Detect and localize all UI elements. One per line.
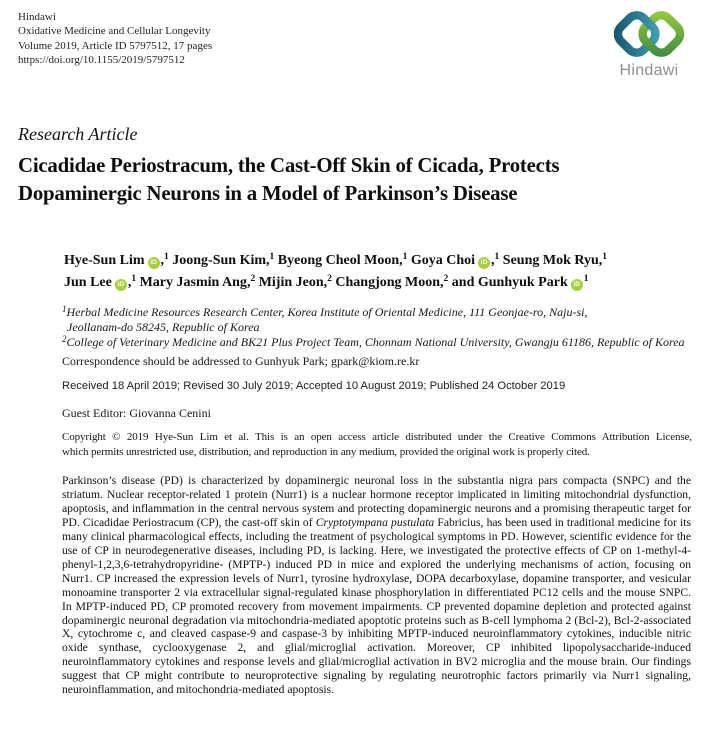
- author-name: Seung Mok Ryu: [502, 253, 599, 268]
- author: Byeong Cheol Moon,1: [277, 252, 408, 268]
- author: Goya Choi iD ,1: [410, 252, 500, 269]
- copyright-notice: Copyright © 2019 Hye-Sun Lim et al. This…: [62, 430, 692, 459]
- author-name: Changjong Moon: [335, 274, 441, 290]
- author-sep: ,: [266, 253, 270, 268]
- author-affil-sup: 2: [443, 273, 449, 284]
- author-name: Jun Lee: [64, 274, 112, 290]
- copyright-line: which permits unrestricted use, distribu…: [62, 445, 590, 458]
- affiliation-continued: Jeollanam-do 58245, Republic of Korea: [62, 320, 685, 335]
- author-sep: ,: [127, 274, 132, 290]
- affiliation-sup: 1: [62, 304, 67, 314]
- author-affil-sup: 2: [250, 273, 256, 284]
- author-sep: ,: [246, 274, 251, 290]
- orcid-icon[interactable]: iD: [478, 257, 491, 269]
- author-name: Hye-Sun Lim: [64, 253, 145, 268]
- author: Hye-Sun Lim iD ,1: [64, 252, 169, 269]
- author: Changjong Moon,2: [335, 273, 449, 290]
- correspondence-line: Correspondence should be addressed to Gu…: [62, 354, 419, 369]
- author-sep: ,: [598, 253, 603, 268]
- author-name: Byeong Cheol Moon: [277, 253, 400, 268]
- author-sep: ,: [323, 274, 328, 290]
- affiliation-text: Jeollanam-do 58245, Republic of Korea: [67, 319, 260, 334]
- orcid-icon[interactable]: iD: [570, 278, 583, 291]
- abstract-text: Parkinson’s disease (PD) is characterize…: [62, 474, 691, 697]
- volume-article-info: Volume 2019, Article ID 5797512, 17 page…: [18, 39, 213, 52]
- author-affil-sup: 1: [131, 273, 137, 284]
- author-sep: ,: [491, 253, 495, 268]
- author-line: Hye-Sun Lim iD ,1 Joong-Sun Kim,1 Byeong C…: [64, 250, 607, 272]
- author: Jun Lee iD ,1: [64, 273, 137, 291]
- author: Joong-Sun Kim,1: [172, 252, 275, 268]
- masthead: Hindawi Oxidative Medicine and Cellular …: [18, 10, 212, 68]
- author: and Gunhyuk Park iD1: [451, 273, 589, 291]
- affiliations: 1Herbal Medicine Resources Research Cent…: [62, 305, 685, 349]
- author-affil-sup: 2: [327, 273, 332, 284]
- author-name: Goya Choi: [410, 253, 476, 268]
- author-name: Mary Jasmin Ang: [139, 274, 247, 290]
- title-line: Cicadidae Periostracum, the Cast-Off Ski…: [18, 154, 560, 177]
- author-sep: ,: [160, 253, 165, 268]
- hindawi-logo: Hindawi: [599, 7, 699, 80]
- author-sep: ,: [440, 274, 444, 290]
- author: Mary Jasmin Ang,2: [139, 273, 256, 290]
- affiliation: 1Herbal Medicine Resources Research Cent…: [62, 305, 685, 320]
- guest-editor-line: Guest Editor: Giovanna Cenini: [62, 406, 211, 420]
- article-history-line: Received 18 April 2019; Revised 30 July …: [62, 380, 566, 392]
- journal-name: Oxidative Medicine and Cellular Longevit…: [18, 25, 211, 38]
- author-affil-sup: 1: [269, 252, 275, 262]
- hindawi-rings-icon: [613, 11, 685, 57]
- author: Mijin Jeon,2: [258, 273, 332, 290]
- email-link[interactable]: gpark@kiom.re.kr: [330, 354, 420, 368]
- abstract-part: Parkinson’s disease (PD) is characterize…: [62, 474, 691, 529]
- author-affil-sup: 1: [164, 252, 169, 262]
- copyright-line: Copyright © 2019 Hye-Sun Lim et al. This…: [62, 431, 692, 443]
- article-type-label: Research Article: [18, 124, 138, 144]
- doi-link[interactable]: https://doi.org/10.1155/2019/5797512: [18, 54, 185, 67]
- author-name: Gunhyuk Park: [477, 274, 568, 290]
- author-and: and: [451, 274, 478, 290]
- abstract-part: Fabricius, has been used in traditional …: [62, 515, 692, 697]
- orcid-icon[interactable]: iD: [147, 257, 160, 269]
- affiliation-text: Herbal Medicine Resources Research Cente…: [66, 305, 588, 319]
- affiliation: 2College of Veterinary Medicine and BK21…: [62, 333, 685, 350]
- affiliation-sup: 2: [62, 333, 67, 344]
- author-affil-sup: 1: [494, 252, 500, 262]
- author-name: Mijin Jeon: [258, 274, 324, 290]
- title-line: Dopaminergic Neurons in a Model of Parki…: [18, 182, 518, 205]
- correspondence-text: Correspondence should be addressed to Gu…: [62, 354, 331, 368]
- affiliation-text: College of Veterinary Medicine and BK21 …: [66, 334, 685, 349]
- hindawi-wordmark: Hindawi: [619, 62, 679, 79]
- author-sep: ,: [399, 253, 403, 268]
- author-line: Jun Lee iD ,1 Mary Jasmin Ang,2 Mijin Jeon…: [64, 272, 607, 294]
- article-title: Cicadidae Periostracum, the Cast-Off Ski…: [18, 152, 560, 208]
- orcid-icon[interactable]: iD: [114, 278, 127, 291]
- author-affil-sup: 1: [402, 252, 408, 262]
- abstract-species-italic: Cryptotympana pustulata: [315, 515, 435, 529]
- author-name: Joong-Sun Kim: [172, 253, 267, 268]
- publisher-name: Hindawi: [18, 11, 56, 23]
- author-affil-sup: 1: [602, 252, 608, 262]
- author: Seung Mok Ryu,1: [502, 252, 608, 268]
- author-affil-sup: 1: [583, 273, 589, 284]
- author-list: Hye-Sun Lim iD ,1 Joong-Sun Kim,1 Byeong C…: [64, 250, 607, 293]
